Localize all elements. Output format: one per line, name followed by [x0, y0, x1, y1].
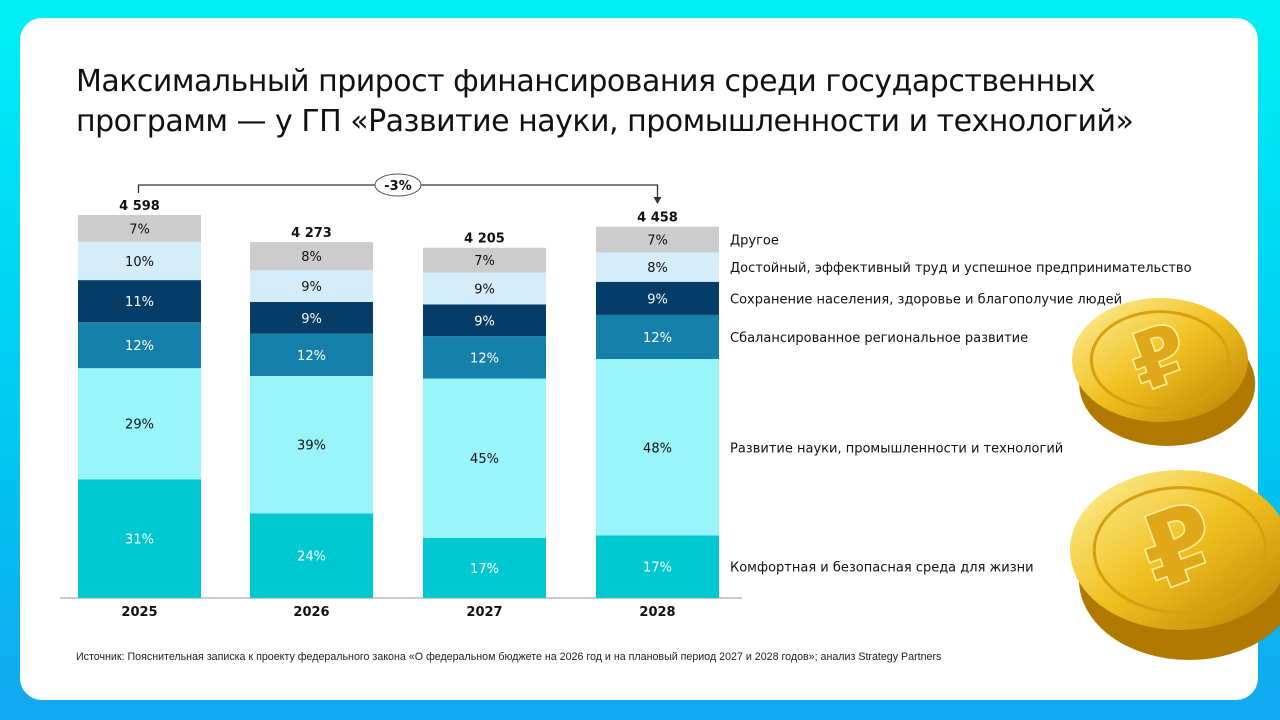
change-badge	[374, 173, 422, 197]
x-tick-label: 2025	[121, 605, 157, 620]
bar-segment-2025-3	[78, 280, 201, 323]
x-tick-label: 2028	[639, 605, 675, 620]
segment-label: 9%	[301, 312, 322, 327]
bar-segment-2026-2	[250, 333, 373, 376]
page-title: Максимальный прирост финансирования сред…	[76, 62, 1134, 142]
title-line-1: Максимальный прирост финансирования сред…	[76, 64, 1096, 99]
segment-label: 24%	[297, 550, 326, 565]
bar-segment-2028-4	[596, 252, 719, 282]
bar-segment-2028-0	[596, 535, 719, 598]
coin-top-face	[1072, 298, 1248, 422]
total-label: 4 598	[119, 199, 160, 214]
bar-segment-2027-2	[423, 336, 546, 379]
segment-label: 48%	[643, 441, 672, 456]
segment-label: 9%	[474, 314, 495, 329]
segment-label: 7%	[129, 222, 150, 237]
bar-segment-2025-4	[78, 241, 201, 281]
legend-label: Сохранение населения, здоровье и благопо…	[730, 292, 1122, 307]
coin-bottom-rim	[1092, 486, 1268, 614]
segment-label: 12%	[125, 339, 154, 354]
segment-label: 11%	[125, 295, 154, 310]
title-line-2: программ — у ГП «Развитие науки, промышл…	[76, 104, 1134, 139]
segment-label: 29%	[125, 418, 154, 433]
segment-label: 12%	[470, 351, 499, 366]
bar-segment-2025-0	[78, 479, 201, 598]
bar-segment-2028-1	[596, 359, 719, 536]
bar-segment-2027-1	[423, 378, 546, 538]
segment-label: 10%	[125, 255, 154, 270]
bar-segment-2027-5	[423, 247, 546, 273]
segment-label: 12%	[297, 349, 326, 364]
total-label: 4 273	[291, 226, 332, 241]
segment-label: 17%	[643, 561, 672, 576]
bar-segment-2025-5	[78, 215, 201, 242]
segment-label: 17%	[470, 562, 499, 577]
segment-label: 8%	[647, 261, 668, 276]
total-label: 4 458	[637, 211, 678, 226]
bar-segment-2025-2	[78, 322, 201, 369]
x-tick-label: 2027	[466, 605, 502, 620]
bar-segment-2028-3	[596, 281, 719, 315]
segment-label: 7%	[647, 234, 668, 249]
coin-bottom-face	[1070, 470, 1280, 630]
segment-label: 31%	[125, 533, 154, 548]
segment-label: 12%	[643, 331, 672, 346]
bar-segment-2028-5	[596, 226, 719, 253]
bar-segment-2026-4	[250, 270, 373, 302]
segment-label: 45%	[470, 452, 499, 467]
bar-segment-2028-2	[596, 314, 719, 360]
change-label: -3%	[384, 179, 411, 194]
bar-segment-2026-5	[250, 242, 373, 271]
bar-segment-2027-0	[423, 537, 546, 598]
source-note: Источник: Пояснительная записка к проект…	[76, 651, 942, 663]
legend-label: Развитие науки, промышленности и техноло…	[730, 441, 1063, 456]
coin-top-rim	[1089, 310, 1231, 410]
bar-segment-2027-3	[423, 304, 546, 337]
segment-label: 9%	[474, 282, 495, 297]
legend-label: Комфортная и безопасная среда для жизни	[730, 561, 1034, 576]
arrow-down-icon	[653, 197, 662, 204]
bar-segment-2026-1	[250, 375, 373, 514]
bar-segment-2025-1	[78, 368, 201, 480]
segment-label: 7%	[474, 254, 495, 269]
legend-label: Достойный, эффективный труд и успешное п…	[730, 261, 1192, 276]
legend-label: Другое	[730, 234, 779, 249]
segment-label: 9%	[301, 280, 322, 295]
legend-label: Сбалансированное региональное развитие	[730, 331, 1028, 346]
segment-label: 39%	[297, 439, 326, 454]
x-tick-label: 2026	[293, 605, 329, 620]
segment-label: 9%	[647, 292, 668, 307]
bar-segment-2027-4	[423, 272, 546, 305]
segment-label: 8%	[301, 250, 322, 265]
bar-segment-2026-0	[250, 513, 373, 598]
total-label: 4 205	[464, 232, 505, 247]
bar-segment-2026-3	[250, 301, 373, 334]
